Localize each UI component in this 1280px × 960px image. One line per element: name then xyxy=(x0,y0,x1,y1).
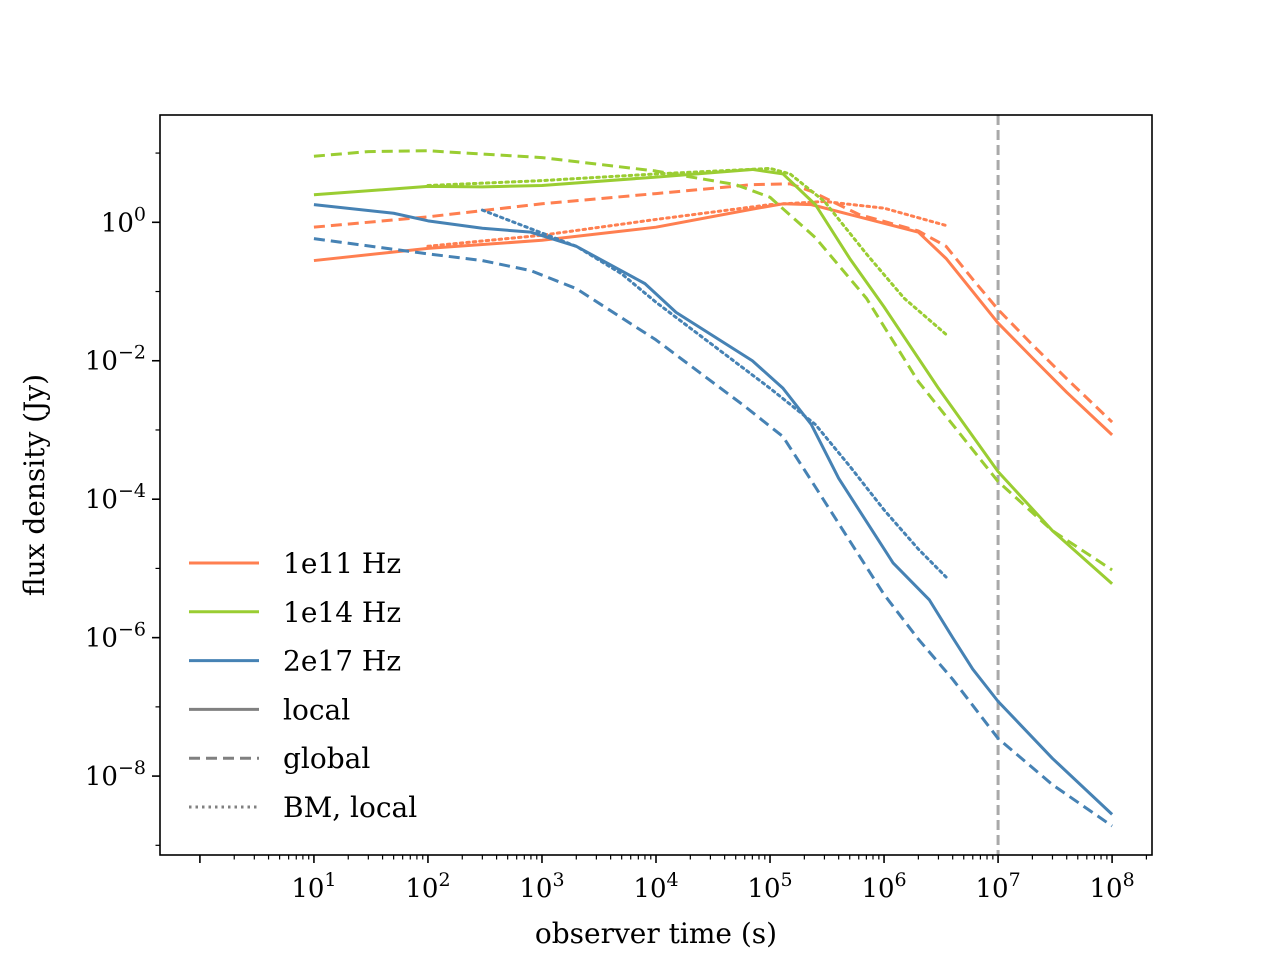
legend-label: global xyxy=(283,742,370,775)
x-tick-label: 102 xyxy=(405,869,450,904)
x-tick-exponent: 1 xyxy=(324,869,336,891)
series-line-7 xyxy=(313,237,1113,828)
series-line-6 xyxy=(313,203,1114,816)
x-axis-ticks: 101 102 103 104 105 106 107 108 xyxy=(199,855,1148,904)
x-tick-exponent: 8 xyxy=(1123,869,1135,891)
y-tick-label: 10−2 xyxy=(85,342,146,377)
legend: 1e11 Hz 1e14 Hz 2e17 Hz local global BM, loca… xyxy=(189,547,417,824)
legend-label: 1e11 Hz xyxy=(283,547,401,580)
x-tick-label: 106 xyxy=(861,869,906,904)
y-tick-base: 10 xyxy=(85,762,118,792)
x-tick-exponent: 2 xyxy=(438,869,450,891)
x-tick-label: 103 xyxy=(519,869,564,904)
x-tick-base: 10 xyxy=(747,874,780,904)
x-tick-label: 105 xyxy=(747,869,792,904)
y-tick-base: 10 xyxy=(85,624,118,654)
legend-label: 1e14 Hz xyxy=(283,596,401,629)
y-tick-base: 10 xyxy=(85,485,118,515)
x-tick-base: 10 xyxy=(975,874,1008,904)
x-axis-label: observer time (s) xyxy=(535,917,777,950)
y-tick-label: 10−8 xyxy=(85,757,146,792)
legend-label: local xyxy=(283,693,350,726)
series-line-8 xyxy=(480,208,948,579)
x-tick-base: 10 xyxy=(633,874,666,904)
y-tick-exponent: −8 xyxy=(118,757,146,779)
series-line-1 xyxy=(313,182,1114,424)
y-tick-label: 10−4 xyxy=(85,480,146,515)
y-tick-label: 10−6 xyxy=(85,619,146,654)
x-tick-label: 107 xyxy=(975,869,1020,904)
series-line-3 xyxy=(313,167,1114,585)
x-tick-base: 10 xyxy=(861,874,894,904)
x-tick-label: 108 xyxy=(1089,869,1134,904)
x-tick-base: 10 xyxy=(519,874,552,904)
x-tick-base: 10 xyxy=(1089,874,1122,904)
y-tick-label: 100 xyxy=(101,203,146,238)
x-tick-base: 10 xyxy=(405,874,438,904)
series-layer xyxy=(313,149,1114,828)
series-line-5 xyxy=(426,166,948,336)
y-axis-label: flux density (Jy) xyxy=(18,374,51,596)
x-tick-label: 104 xyxy=(633,869,678,904)
series-line-4 xyxy=(313,149,1113,572)
x-tick-exponent: 3 xyxy=(552,869,564,891)
series-line-2 xyxy=(426,199,948,248)
x-tick-base: 10 xyxy=(291,874,324,904)
y-tick-exponent: −6 xyxy=(118,619,146,641)
legend-label: BM, local xyxy=(283,791,417,824)
x-tick-label: 101 xyxy=(291,869,336,904)
x-tick-exponent: 5 xyxy=(781,869,793,891)
x-tick-exponent: 7 xyxy=(1009,869,1021,891)
x-tick-exponent: 4 xyxy=(667,869,679,891)
legend-label: 2e17 Hz xyxy=(283,645,401,678)
y-tick-exponent: −2 xyxy=(118,342,146,364)
series-line-0 xyxy=(313,202,1114,436)
y-tick-base: 10 xyxy=(101,208,134,238)
y-tick-exponent: 0 xyxy=(134,203,146,225)
y-tick-exponent: −4 xyxy=(118,480,146,502)
y-tick-base: 10 xyxy=(85,347,118,377)
x-tick-exponent: 6 xyxy=(895,869,907,891)
